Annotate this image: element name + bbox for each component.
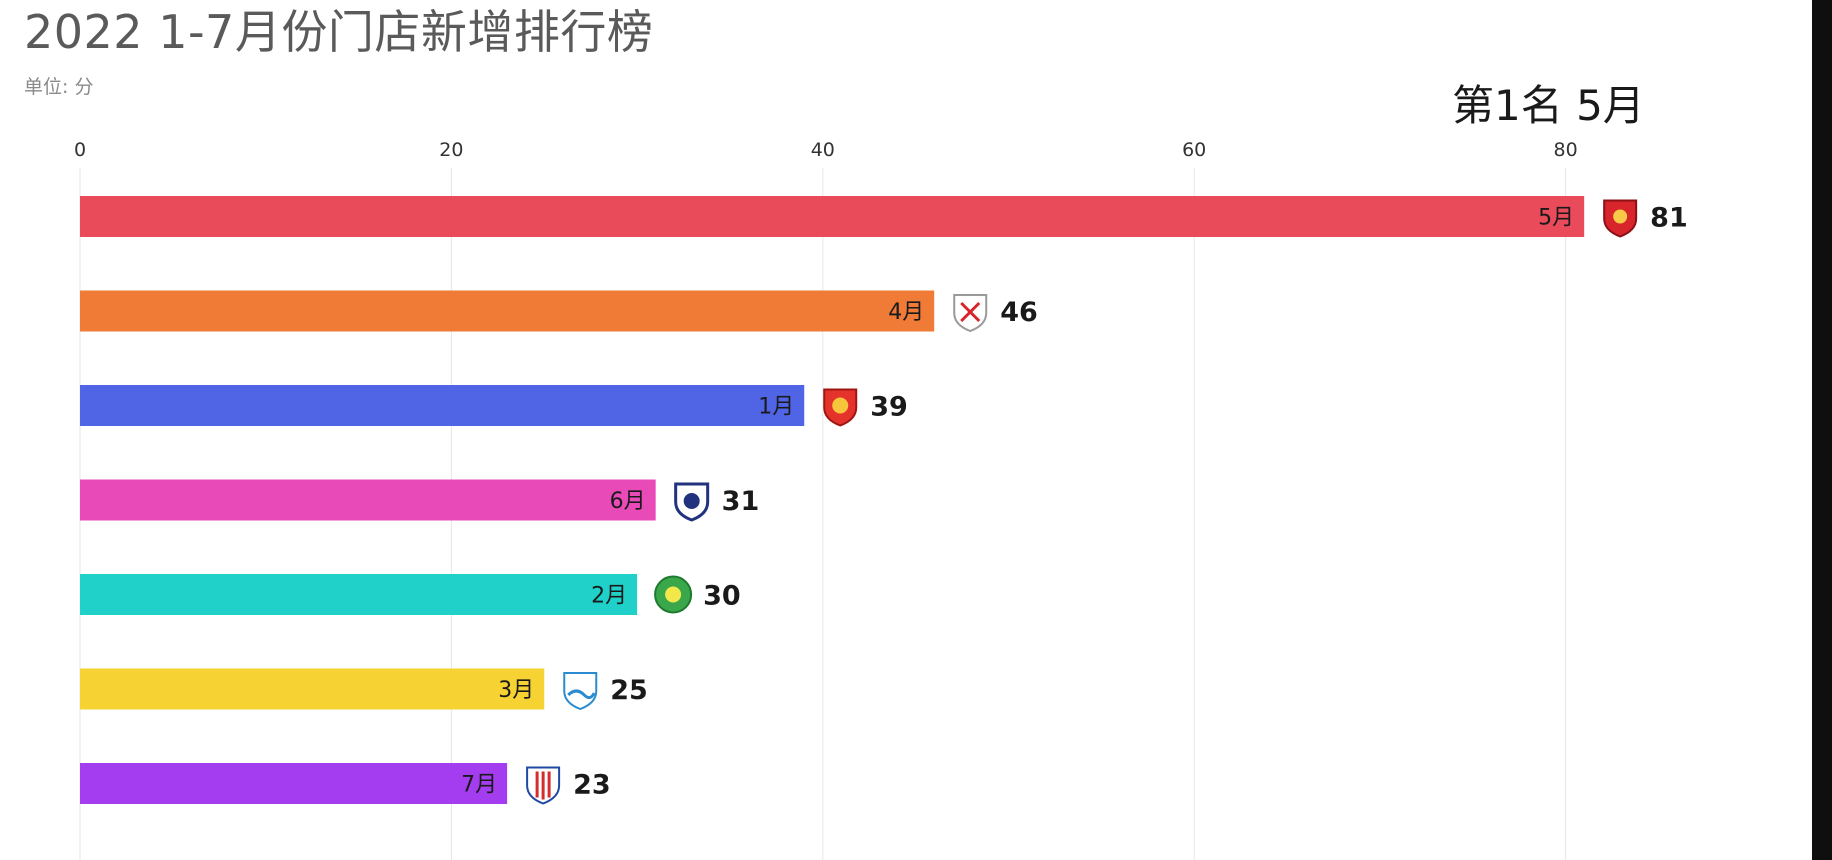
- bar-category-label: 3月: [498, 678, 534, 703]
- bar-category-label: 5月: [1538, 206, 1574, 231]
- bar: [80, 479, 656, 521]
- bar-value-label: 23: [573, 770, 611, 801]
- bar-value-label: 46: [1000, 297, 1038, 328]
- unit-label: 单位: 分: [24, 76, 94, 98]
- red-lion-emblem-icon: [823, 388, 858, 427]
- green-round-emblem-icon: [654, 575, 693, 614]
- bar-value-label: 31: [722, 486, 760, 517]
- x-tick-label: 20: [439, 139, 463, 161]
- bar-value-label: 81: [1650, 203, 1688, 234]
- bar: [80, 385, 805, 426]
- blue-wave-emblem-icon: [563, 672, 598, 711]
- bar-value-label: 39: [870, 392, 908, 423]
- x-tick-label: 0: [74, 139, 86, 161]
- white-shield-emblem-icon: [953, 294, 988, 333]
- x-tick-label: 80: [1554, 139, 1578, 161]
- red-shield-emblem-icon: [1603, 199, 1638, 238]
- bar-value-label: 30: [703, 581, 741, 612]
- bar: [80, 763, 508, 804]
- bar-category-label: 6月: [610, 489, 646, 514]
- bar-category-label: 4月: [888, 300, 924, 325]
- chart-title: 2022 1-7月份门店新增排行榜: [24, 5, 654, 59]
- rank-label: 第1名 5月: [1452, 81, 1645, 130]
- bar-category-label: 2月: [591, 584, 627, 609]
- bar-value-label: 25: [610, 675, 648, 706]
- bar-category-label: 1月: [758, 395, 794, 420]
- x-tick-label: 60: [1182, 139, 1206, 161]
- x-tick-label: 40: [811, 139, 835, 161]
- bar: [80, 290, 935, 332]
- bar: [80, 574, 638, 615]
- bar-category-label: 7月: [461, 773, 497, 798]
- bar: [80, 196, 1585, 237]
- blue-stripe-emblem-icon: [526, 766, 561, 805]
- window-border: [1812, 0, 1832, 860]
- blue-shield-emblem-icon: [674, 482, 710, 522]
- bar: [80, 668, 545, 710]
